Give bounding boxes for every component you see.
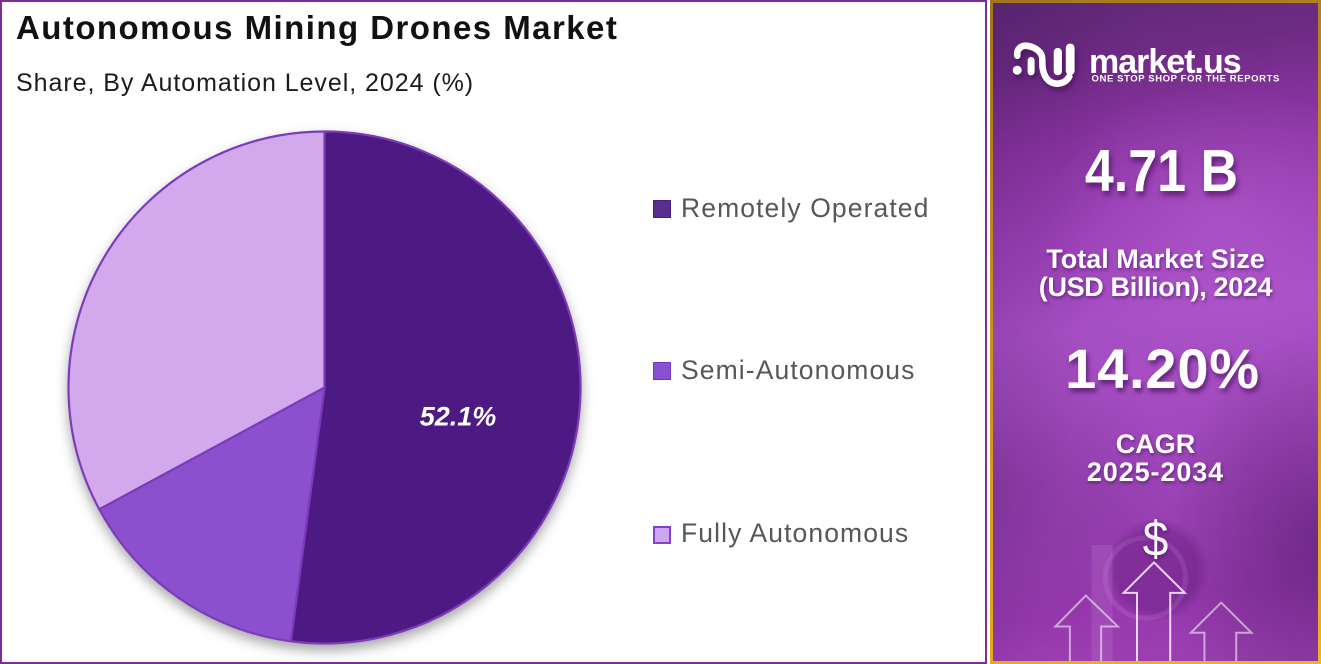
svg-text:52.1%: 52.1% xyxy=(419,401,496,431)
svg-text:ONE STOP SHOP FOR THE REPORTS: ONE STOP SHOP FOR THE REPORTS xyxy=(1092,74,1280,85)
svg-text:market.us: market.us xyxy=(1089,43,1241,81)
